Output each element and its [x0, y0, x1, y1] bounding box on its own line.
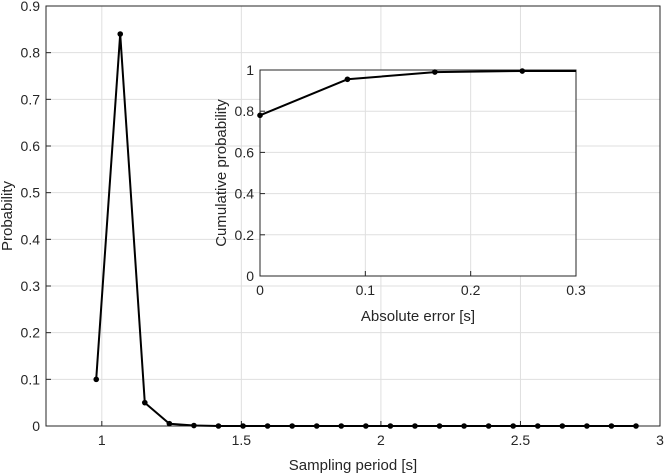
- x-tick-label: 0.3: [566, 282, 586, 298]
- data-point: [485, 423, 492, 429]
- data-point: [387, 423, 394, 429]
- y-tick-label: 0.4: [21, 231, 41, 247]
- x-tick-label: 1: [98, 432, 106, 448]
- data-point: [534, 423, 541, 429]
- y-tick-label: 0.9: [21, 0, 41, 14]
- y-tick-label: 0.8: [21, 45, 41, 61]
- x-tick-label: 0.1: [356, 282, 376, 298]
- y-tick-label: 1: [246, 62, 254, 78]
- y-tick-label: 0.5: [21, 185, 41, 201]
- data-point: [510, 423, 516, 429]
- data-point: [215, 423, 222, 429]
- plot-area: [260, 70, 576, 276]
- data-point: [432, 69, 438, 75]
- data-point: [191, 422, 197, 429]
- x-axis-label: Sampling period [s]: [289, 457, 417, 474]
- y-tick-label: 0.3: [21, 278, 41, 294]
- x-axis-label: Absolute error [s]: [361, 308, 475, 325]
- data-point: [141, 399, 148, 406]
- data-point: [166, 420, 173, 427]
- x-tick-label: 0: [256, 282, 264, 298]
- y-tick-label: 0: [32, 418, 40, 434]
- data-point: [461, 423, 467, 429]
- y-axis-label: Probability: [0, 180, 16, 251]
- y-tick-label: 0.7: [21, 91, 41, 107]
- data-point: [257, 112, 263, 119]
- x-tick-label: 1.5: [232, 432, 252, 448]
- data-point: [344, 76, 351, 83]
- data-point: [338, 423, 345, 429]
- data-point: [117, 31, 124, 37]
- y-tick-label: 0.6: [235, 144, 255, 160]
- x-tick-label: 3: [656, 432, 664, 448]
- y-tick-label: 0.4: [235, 186, 255, 202]
- axes-box: [259, 69, 577, 277]
- data-point: [412, 423, 418, 429]
- data-point: [584, 423, 590, 429]
- data-point: [559, 423, 566, 429]
- y-tick-label: 0.6: [21, 138, 41, 154]
- data-point: [633, 423, 639, 429]
- y-tick-label: 0.2: [21, 325, 41, 341]
- inset-plot: 0 0.1 0.2 0.3 0 0.2 0.4 0.6 0.8 1 Absolute error […: [213, 62, 586, 325]
- y-tick-label: 0.1: [21, 371, 41, 387]
- data-point: [289, 423, 295, 429]
- y-tick-label: 0.2: [235, 227, 255, 243]
- x-tick-label: 2: [377, 432, 385, 448]
- data-point: [313, 423, 320, 429]
- y-axis-label: Cumulative probability: [213, 99, 230, 247]
- data-point: [519, 68, 526, 74]
- data-point: [436, 423, 443, 429]
- x-tick-label: 0.2: [461, 282, 481, 298]
- y-tick-label: 0.8: [235, 103, 255, 119]
- y-tick-label: 0: [246, 268, 254, 284]
- data-point: [93, 376, 100, 383]
- data-point: [240, 423, 246, 429]
- data-point: [608, 423, 615, 429]
- data-point: [264, 423, 271, 429]
- x-tick-label: 2.5: [511, 432, 531, 448]
- data-point: [363, 423, 369, 429]
